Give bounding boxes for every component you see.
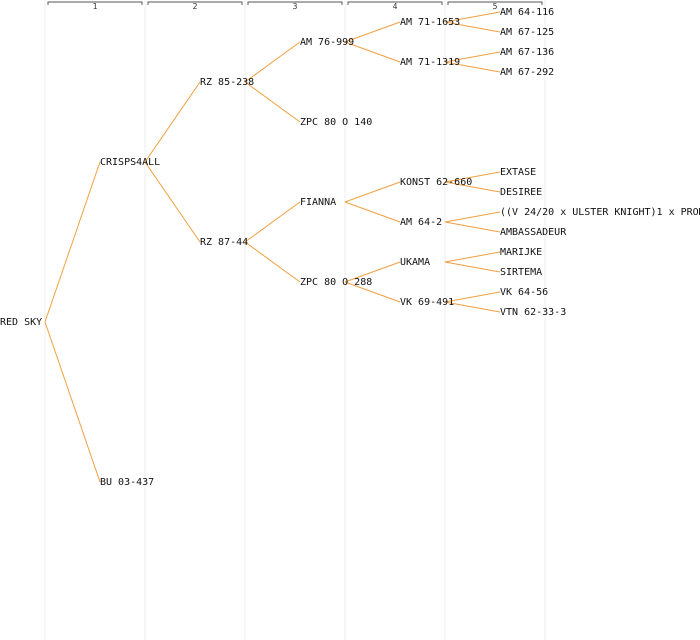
tree-edge	[344, 261, 401, 283]
tree-edge	[344, 21, 401, 43]
ancestor-node-label: AM 76-999	[300, 37, 354, 48]
generation-number: 1	[93, 2, 98, 11]
tree-edge	[144, 161, 201, 243]
ancestor-node-label: VK 69-491	[400, 297, 454, 308]
ancestor-node-label: AM 67-125	[500, 27, 554, 38]
tree-edge	[444, 171, 501, 183]
tree-edge	[44, 161, 101, 323]
tree-edge	[444, 11, 501, 23]
tree-edge	[444, 61, 501, 73]
generation-bracket	[47, 1, 143, 5]
tree-edge	[444, 291, 501, 303]
ancestor-node-label: ((V 24/20 x ULSTER KNIGHT)1 x PROMINENT)	[500, 207, 700, 218]
ancestor-node-label: AM 67-292	[500, 67, 554, 78]
ancestor-node-label: EXTASE	[500, 167, 536, 178]
ancestor-node-label: VTN 62-33-3	[500, 307, 566, 318]
generation-column-lines	[44, 0, 546, 640]
tree-edge	[344, 41, 401, 63]
ancestor-node-label: SIRTEMA	[500, 267, 542, 278]
ancestor-node-label: AM 64-2	[400, 217, 442, 228]
tree-edge	[44, 321, 101, 483]
ancestor-node-label: RZ 85-238	[200, 77, 254, 88]
tree-edge	[344, 281, 401, 303]
ancestor-node-label: AM 71-1319	[400, 57, 460, 68]
generation-header-row: 1 2 3 4 5	[47, 1, 543, 11]
tree-edge	[444, 21, 501, 33]
ancestor-node-label: ZPC 80 O 140	[300, 117, 372, 128]
ancestor-node-label: FIANNA	[300, 197, 336, 208]
generation-bracket	[447, 1, 543, 5]
tree-nodes: RED SKY CRISPS4ALL RZ 85-238 AM 76-999 AM 71…	[0, 7, 700, 488]
ancestor-node-label: ZPC 80 O 288	[300, 277, 372, 288]
generation-number: 5	[493, 2, 498, 11]
tree-edge	[444, 221, 501, 233]
tree-edge	[444, 261, 501, 273]
ancestor-node-label: MARIJKE	[500, 247, 542, 258]
tree-edge	[444, 251, 501, 263]
tree-edge	[244, 241, 301, 283]
ancestor-node-label: VK 64-56	[500, 287, 548, 298]
generation-number: 4	[393, 2, 398, 11]
tree-edge	[244, 201, 301, 243]
tree-edge	[144, 81, 201, 163]
tree-edge	[444, 181, 501, 193]
tree-edge	[444, 51, 501, 63]
tree-edges	[44, 11, 501, 483]
root-node-label: RED SKY	[0, 317, 42, 328]
tree-edge	[244, 81, 301, 123]
ancestor-node-label: AMBASSADEUR	[500, 227, 567, 238]
ancestor-node-label: AM 71-1653	[400, 17, 460, 28]
ancestor-node-label: AM 67-136	[500, 47, 554, 58]
ancestor-node-label: DESIREE	[500, 187, 542, 198]
ancestor-node-label: CRISPS4ALL	[100, 157, 160, 168]
ancestor-node-label: KONST 62-660	[400, 177, 472, 188]
generation-bracket	[247, 1, 343, 5]
tree-edge	[344, 201, 401, 223]
tree-edge	[444, 301, 501, 313]
tree-edge	[444, 211, 501, 223]
generation-number: 3	[293, 2, 298, 11]
ancestor-node-label: RZ 87-44	[200, 237, 248, 248]
generation-bracket	[147, 1, 243, 5]
ancestor-node-label: BU 03-437	[100, 477, 154, 488]
generation-number: 2	[193, 2, 198, 11]
ancestor-node-label: AM 64-116	[500, 7, 554, 18]
tree-edge	[244, 41, 301, 83]
ancestor-node-label: UKAMA	[400, 257, 430, 268]
tree-edge	[344, 181, 401, 203]
generation-bracket	[347, 1, 443, 5]
